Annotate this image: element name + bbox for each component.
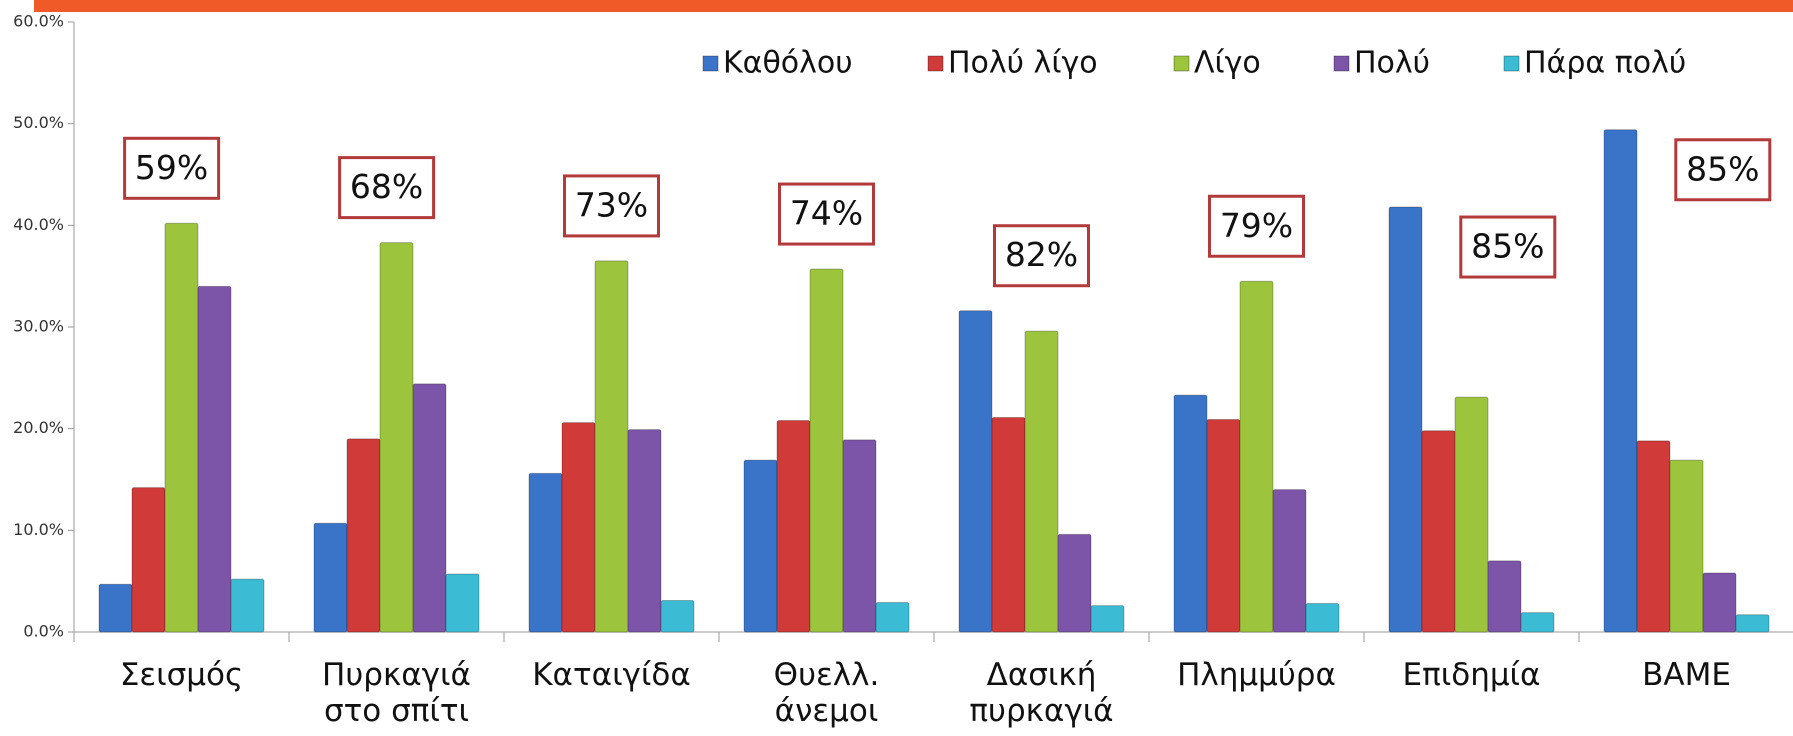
bar xyxy=(445,573,480,633)
x-tick-label: Επιδημία xyxy=(1402,657,1541,693)
bar xyxy=(1421,430,1456,633)
legend-label: Πολύ xyxy=(1354,46,1430,81)
bar xyxy=(743,459,778,633)
x-tick-label: ΒΑΜΕ xyxy=(1642,657,1731,693)
bar xyxy=(1603,129,1638,633)
y-tick-label: 60.0% xyxy=(13,12,64,31)
legend-label: Πολύ λίγο xyxy=(948,46,1098,81)
bar xyxy=(131,487,166,633)
bar xyxy=(594,260,629,633)
y-tick-label: 10.0% xyxy=(13,520,64,539)
bar xyxy=(776,420,811,633)
bar xyxy=(1520,612,1555,633)
y-tick-label: 0.0% xyxy=(23,622,64,641)
legend-label: Λίγο xyxy=(1194,46,1261,81)
bar xyxy=(1057,533,1092,633)
header-bar xyxy=(34,0,1793,12)
annotation: 79% xyxy=(1220,206,1293,245)
annotation-box xyxy=(563,174,660,238)
legend-label: Καθόλου xyxy=(723,46,853,81)
x-tick-label: Δασική πυρκαγιά xyxy=(969,657,1114,729)
x-tick-label: Πλημμύρα xyxy=(1177,657,1336,693)
annotation-box xyxy=(1208,194,1305,258)
bar xyxy=(1090,605,1125,633)
legend-swatch xyxy=(1173,55,1190,72)
bar xyxy=(230,578,265,633)
bar xyxy=(346,438,381,633)
bar xyxy=(1024,330,1059,633)
annotation: 73% xyxy=(575,185,648,224)
bar xyxy=(809,268,844,633)
bar xyxy=(1669,459,1704,633)
bar xyxy=(1487,560,1522,633)
legend-swatch xyxy=(1333,55,1350,72)
bar xyxy=(313,522,348,633)
annotation: 74% xyxy=(790,194,863,233)
annotation: 85% xyxy=(1471,227,1544,266)
bar xyxy=(991,416,1026,633)
annotation-box xyxy=(338,156,436,220)
bar xyxy=(958,310,993,633)
bar xyxy=(1702,572,1737,633)
bar xyxy=(842,439,877,633)
bar xyxy=(1206,419,1241,633)
legend-label: Πάρα πολύ xyxy=(1524,46,1686,81)
x-tick-label: Θυελλ. άνεμοι xyxy=(773,657,880,729)
x-tick-label: Σεισμός xyxy=(119,657,244,693)
annotation: 85% xyxy=(1686,149,1759,188)
bar xyxy=(1735,614,1770,633)
annotation-box xyxy=(123,136,221,200)
y-tick-label: 50.0% xyxy=(13,113,64,132)
bar xyxy=(98,583,133,633)
bar xyxy=(1173,394,1208,633)
bar xyxy=(561,422,596,633)
bar xyxy=(379,242,414,633)
bar xyxy=(1239,280,1274,633)
annotation-box xyxy=(1459,215,1557,279)
annotation: 68% xyxy=(350,167,423,206)
y-tick-label: 20.0% xyxy=(13,418,64,437)
annotation: 59% xyxy=(135,148,208,187)
legend-swatch xyxy=(702,55,719,72)
bar xyxy=(627,429,662,633)
y-tick-label: 30.0% xyxy=(13,317,64,336)
bar xyxy=(412,383,447,633)
bar xyxy=(875,602,910,633)
legend-swatch xyxy=(1503,55,1520,72)
annotation-box xyxy=(1674,138,1772,202)
bar xyxy=(1272,489,1307,633)
bar xyxy=(660,599,695,633)
bar xyxy=(164,222,199,633)
bar xyxy=(1388,206,1423,633)
bar xyxy=(1454,396,1489,633)
annotation: 82% xyxy=(1005,235,1078,274)
x-tick-label: Καταιγίδα xyxy=(532,657,691,693)
bar xyxy=(1305,603,1340,633)
x-tick-label: Πυρκαγιά στο σπίτι xyxy=(322,657,471,729)
bar xyxy=(1636,440,1671,633)
annotation-box xyxy=(778,182,875,246)
bar xyxy=(197,285,232,633)
y-tick-label: 40.0% xyxy=(13,215,64,234)
annotation-box xyxy=(993,224,1090,288)
legend-swatch xyxy=(927,55,944,72)
bar xyxy=(528,472,563,633)
